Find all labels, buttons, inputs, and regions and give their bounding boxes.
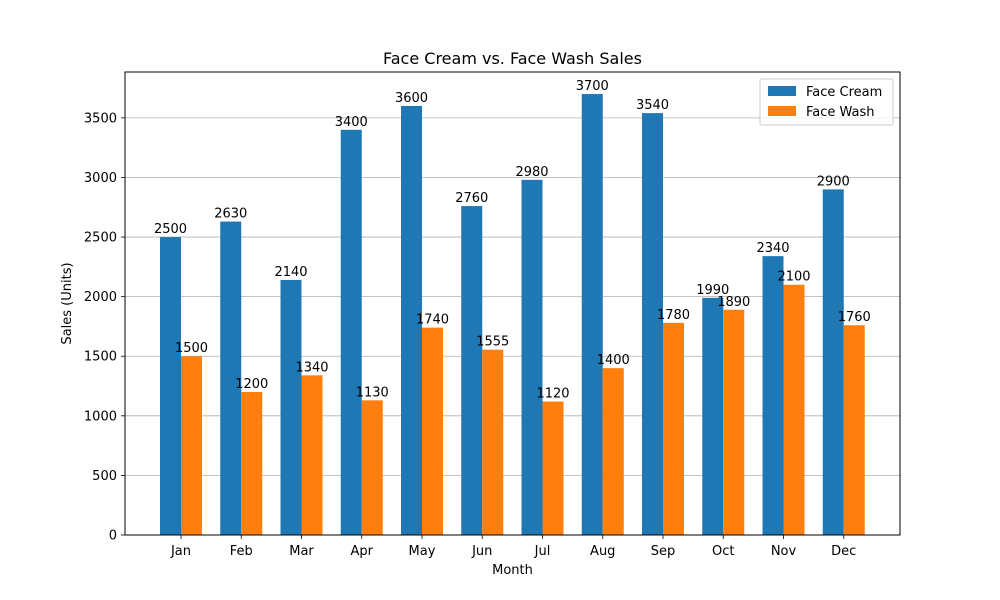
y-tick-label: 1000 bbox=[84, 409, 117, 424]
bar-face-cream bbox=[762, 256, 784, 535]
x-axis: Jan Feb Mar Apr May Jun Jul Aug Sep Oct Nov Dec bbox=[170, 535, 856, 559]
data-label: 2100 bbox=[777, 270, 810, 285]
x-tick-label: Sep bbox=[651, 544, 676, 559]
data-label: 3400 bbox=[335, 115, 368, 130]
bar-face-wash bbox=[602, 368, 624, 535]
data-label: 1780 bbox=[657, 308, 690, 323]
x-tick-label: Dec bbox=[831, 544, 856, 559]
y-tick-label: 2500 bbox=[84, 231, 117, 246]
data-label: 1400 bbox=[597, 353, 630, 368]
bar-face-wash bbox=[663, 322, 684, 535]
x-tick-label: Mar bbox=[289, 544, 314, 559]
data-label: 1120 bbox=[536, 387, 569, 402]
bar-face-wash bbox=[542, 401, 564, 535]
bar-face-cream bbox=[822, 189, 844, 535]
y-tick-label: 500 bbox=[92, 469, 117, 484]
bar-face-wash bbox=[723, 309, 745, 535]
y-tick-label: 3500 bbox=[84, 111, 117, 126]
data-labels: 2500 1500 2630 1200 2140 1340 3400 1130 3600 1740… bbox=[154, 79, 871, 401]
data-label: 2630 bbox=[214, 207, 247, 222]
y-tick-label: 1500 bbox=[84, 350, 117, 365]
bar-face-cream bbox=[220, 221, 242, 535]
bar-face-cream bbox=[160, 237, 181, 535]
data-label: 2980 bbox=[515, 165, 548, 180]
x-tick-label: Jun bbox=[471, 544, 492, 559]
bar-face-wash bbox=[181, 356, 202, 535]
y-tick-label: 0 bbox=[109, 529, 117, 544]
data-label: 1760 bbox=[838, 310, 871, 325]
data-label: 2500 bbox=[154, 222, 187, 237]
legend: Face Cream Face Wash bbox=[759, 78, 894, 126]
data-label: 2140 bbox=[274, 265, 307, 280]
legend-swatch-face-cream bbox=[768, 86, 796, 96]
data-label: 3540 bbox=[636, 98, 669, 113]
bar-face-wash bbox=[361, 400, 383, 535]
data-label: 1200 bbox=[235, 377, 268, 392]
legend-label-face-wash: Face Wash bbox=[806, 105, 875, 120]
bar-face-cream bbox=[642, 113, 663, 535]
bar-face-cream bbox=[521, 179, 543, 536]
bar-face-wash bbox=[241, 391, 263, 535]
bar-face-cream bbox=[280, 279, 302, 535]
bar-face-cream bbox=[401, 105, 422, 536]
legend-swatch-face-wash bbox=[768, 106, 796, 116]
x-tick-label: Apr bbox=[351, 544, 374, 559]
x-tick-label: May bbox=[409, 544, 436, 559]
bar-face-wash bbox=[783, 284, 805, 535]
data-label: 1555 bbox=[476, 335, 509, 350]
bar-face-cream bbox=[340, 129, 362, 535]
x-tick-label: Jan bbox=[170, 544, 191, 559]
bar-face-wash bbox=[482, 349, 504, 535]
bar-face-cream bbox=[461, 206, 483, 535]
data-label: 2760 bbox=[455, 191, 488, 206]
data-label: 1500 bbox=[175, 341, 208, 356]
data-label: 1740 bbox=[416, 313, 449, 328]
data-label: 1130 bbox=[356, 385, 389, 400]
data-label: 2900 bbox=[817, 174, 850, 189]
bar-face-wash bbox=[843, 325, 865, 535]
y-axis: 0 500 1000 1500 2000 2500 3000 3500 bbox=[84, 111, 125, 544]
data-label: 3600 bbox=[395, 91, 428, 106]
bar-face-cream bbox=[581, 94, 603, 536]
data-label: 2340 bbox=[756, 241, 789, 256]
bar-face-wash bbox=[301, 375, 323, 535]
data-label: 3700 bbox=[576, 79, 609, 94]
x-tick-label: Nov bbox=[771, 544, 797, 559]
y-tick-label: 2000 bbox=[84, 290, 117, 305]
chart-title: Face Cream vs. Face Wash Sales bbox=[383, 49, 642, 68]
legend-label-face-cream: Face Cream bbox=[806, 85, 882, 100]
x-tick-label: Feb bbox=[230, 544, 253, 559]
y-tick-label: 3000 bbox=[84, 171, 117, 186]
data-label: 1990 bbox=[696, 283, 729, 298]
bar-face-wash bbox=[422, 327, 443, 535]
y-axis-label: Sales (Units) bbox=[60, 262, 75, 344]
x-tick-label: Aug bbox=[590, 544, 615, 559]
bars bbox=[160, 94, 865, 536]
x-axis-label: Month bbox=[492, 563, 533, 578]
data-label: 1890 bbox=[717, 295, 750, 310]
data-label: 1340 bbox=[295, 360, 328, 375]
x-tick-label: Jul bbox=[534, 544, 551, 559]
plot-frame bbox=[124, 71, 901, 536]
x-tick-label: Oct bbox=[712, 544, 734, 559]
bar-face-cream bbox=[702, 297, 724, 535]
